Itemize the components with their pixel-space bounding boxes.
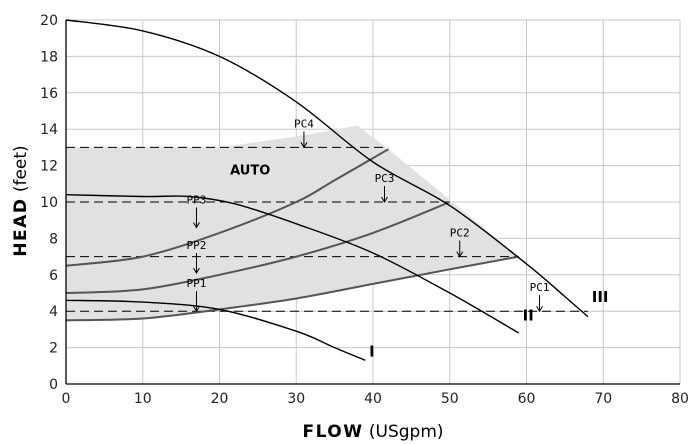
- pp-label-pp1: PP1: [187, 277, 207, 290]
- tick-labels: 0 10 20 30 40 50 60 70 80 0 2 4 6 8 10 12 14 16 18 20: [40, 13, 689, 407]
- curve-label-iii: III: [592, 288, 609, 306]
- pp-label-pp2: PP2: [187, 239, 207, 252]
- speed-curve-i: [65, 299, 366, 361]
- pc-label-pc1: PC1: [530, 281, 550, 294]
- pp-label-pp3: PP3: [187, 193, 207, 206]
- y-tick-label-6: 12: [40, 159, 58, 175]
- y-tick-label-7: 14: [40, 122, 58, 138]
- pp-arrow-pp3: [193, 207, 200, 229]
- pp-arrow-pp3-head: [193, 222, 200, 229]
- pc-arrow-pc4: [300, 131, 308, 149]
- y-tick-label-8: 16: [40, 86, 58, 102]
- x-axis-title-rest: (USgpm): [364, 422, 444, 442]
- y-axis-title-bold: HEAD: [11, 198, 31, 257]
- pc-arrow-pc2: [456, 240, 464, 258]
- pp-curve-pp1: [65, 255, 519, 322]
- y-axis-title-rest: (feet): [11, 145, 31, 197]
- x-axis-title: FLOW (USgpm): [302, 422, 443, 442]
- x-tick-label-0: 0: [62, 391, 71, 407]
- pc-arrow-pc3-head: [381, 196, 388, 203]
- pc-arrow-pc3: [381, 186, 388, 203]
- speed-curves: [65, 19, 589, 361]
- y-tick-label-5: 10: [40, 195, 58, 211]
- pc-arrow-pc1-head: [536, 305, 543, 313]
- y-axis-title: HEAD (feet): [11, 145, 31, 256]
- y-tick-label-9: 18: [40, 49, 58, 65]
- pc-arrow-pc2-head: [456, 251, 464, 258]
- pp-arrow-pp2-head: [193, 267, 200, 274]
- axes: [65, 20, 680, 385]
- x-tick-label-2: 20: [211, 391, 229, 407]
- curve-label-i: I: [369, 343, 375, 361]
- pc-label-pc3: PC3: [375, 172, 395, 185]
- y-tick-label-4: 8: [49, 231, 58, 247]
- speed-curve-ii: [65, 194, 520, 334]
- y-tick-label-0: 0: [49, 377, 58, 393]
- x-tick-label-6: 60: [518, 391, 536, 407]
- x-tick-label-7: 70: [594, 391, 612, 407]
- pp-curves: [65, 148, 519, 322]
- x-tick-label-1: 10: [134, 391, 152, 407]
- pc-arrow-pc4-head: [300, 142, 308, 149]
- pc-arrow-pc1: [536, 295, 543, 313]
- y-tick-label-1: 2: [49, 341, 58, 357]
- pp-curve-pp2: [65, 201, 451, 294]
- x-tick-label-3: 30: [287, 391, 305, 407]
- x-tick-label-4: 40: [364, 391, 382, 407]
- pp-arrow-pp2: [193, 252, 200, 274]
- y-tick-label-2: 4: [49, 304, 58, 320]
- curve-label-ii: II: [523, 306, 534, 324]
- pp-arrow-pp1: [193, 291, 200, 313]
- pc-label-pc2: PC2: [450, 227, 470, 240]
- y-tick-label-3: 6: [49, 268, 58, 284]
- pp-arrow-pp1-head: [193, 305, 200, 313]
- speed-curve-iii: [65, 19, 589, 318]
- x-tick-label-8: 80: [671, 391, 689, 407]
- pc-label-pc4: PC4: [294, 117, 314, 130]
- pp-curve-pp3: [65, 148, 389, 267]
- auto-label: AUTO: [230, 164, 270, 179]
- y-tick-label-10: 20: [40, 13, 58, 29]
- x-tick-label-5: 50: [441, 391, 459, 407]
- x-axis-title-bold: FLOW: [302, 422, 363, 442]
